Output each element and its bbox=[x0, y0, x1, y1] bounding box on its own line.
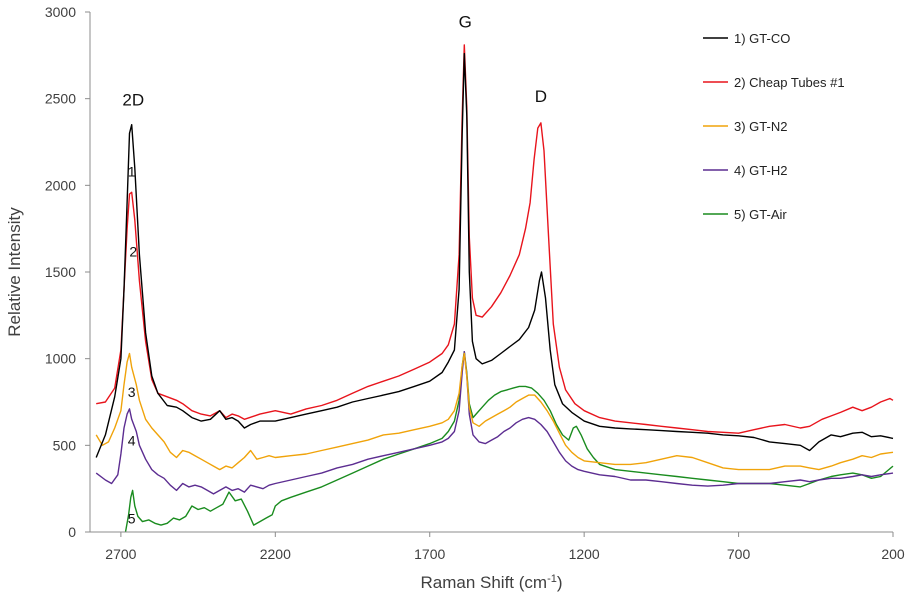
legend-entry-3: 3) GT-N2 bbox=[734, 119, 787, 134]
x-tick-label: 1700 bbox=[414, 546, 445, 562]
x-tick-label: 2700 bbox=[105, 546, 136, 562]
y-tick-label: 3000 bbox=[45, 4, 76, 20]
series-number-label: 5 bbox=[128, 510, 136, 526]
x-tick-label: 2200 bbox=[260, 546, 291, 562]
x-tick-label: 1200 bbox=[569, 546, 600, 562]
legend: 1) GT-CO 2) Cheap Tubes #1 3) GT-N2 4) GT-H… bbox=[703, 31, 845, 222]
series-number-label: 4 bbox=[128, 432, 136, 448]
y-tick-label: 1500 bbox=[45, 264, 76, 280]
series-number-label: 1 bbox=[128, 164, 136, 180]
legend-entry-5: 5) GT-Air bbox=[734, 207, 787, 222]
peak-annotations: 2D G D bbox=[122, 13, 547, 110]
x-axis-label-end: ) bbox=[557, 573, 563, 592]
y-tick-label: 0 bbox=[68, 524, 76, 540]
x-axis-label-superscript: -1 bbox=[547, 573, 557, 585]
legend-entry-4: 4) GT-H2 bbox=[734, 163, 787, 178]
y-tick-label: 2500 bbox=[45, 91, 76, 107]
series-line-4 bbox=[95, 351, 894, 495]
series-line-1 bbox=[95, 52, 894, 458]
x-tick-label: 200 bbox=[881, 546, 905, 562]
series-number-label: 3 bbox=[128, 384, 136, 400]
peak-label-g: G bbox=[459, 13, 472, 32]
series-line-2 bbox=[96, 44, 894, 434]
y-axis-label: Relative Intensity bbox=[5, 207, 24, 337]
plot-lines bbox=[95, 44, 894, 533]
x-axis-label-main: Raman Shift (cm bbox=[420, 573, 547, 592]
y-tick-label: 1000 bbox=[45, 351, 76, 367]
series-number-labels: 1 2 3 4 5 bbox=[128, 164, 138, 527]
series-number-label: 2 bbox=[129, 243, 137, 259]
y-tick-label: 2000 bbox=[45, 177, 76, 193]
peak-label-2d: 2D bbox=[122, 91, 144, 110]
x-tick-label: 700 bbox=[727, 546, 751, 562]
y-tick-label: 500 bbox=[53, 437, 77, 453]
series-line-3 bbox=[95, 352, 894, 471]
x-axis-label: Raman Shift (cm-1) bbox=[420, 573, 562, 592]
series-line-5 bbox=[124, 351, 894, 533]
legend-entry-1: 1) GT-CO bbox=[734, 31, 790, 46]
axes bbox=[85, 11, 894, 537]
peak-label-d: D bbox=[535, 87, 547, 106]
legend-entry-2: 2) Cheap Tubes #1 bbox=[734, 75, 845, 90]
